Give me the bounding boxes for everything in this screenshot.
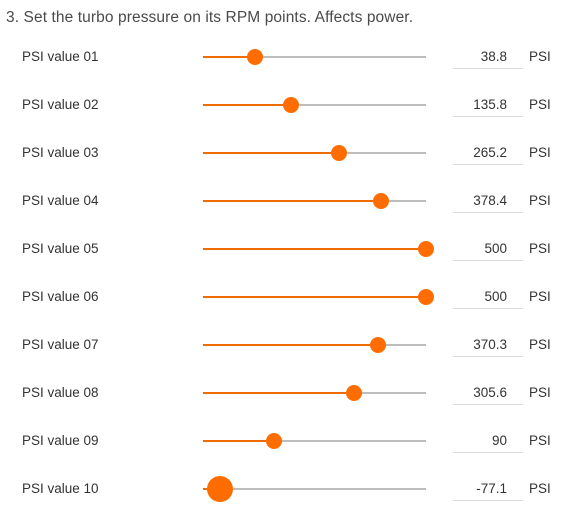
psi-label: PSI value 05 [22, 241, 99, 256]
psi-slider[interactable] [203, 431, 426, 451]
slider-thumb[interactable] [330, 145, 347, 161]
psi-label: PSI value 10 [22, 481, 99, 496]
psi-label: PSI value 09 [22, 433, 99, 448]
psi-value-input[interactable] [453, 189, 523, 213]
slider-fill [203, 392, 354, 394]
psi-row-07: PSI value 07 PSI [0, 321, 575, 369]
psi-slider[interactable] [203, 143, 426, 163]
psi-slider[interactable] [203, 335, 426, 355]
slider-track [203, 56, 426, 58]
slider-track [203, 104, 426, 106]
psi-row-09: PSI value 09 PSI [0, 417, 575, 465]
slider-thumb[interactable] [372, 193, 389, 209]
psi-slider[interactable] [203, 287, 434, 307]
slider-thumb[interactable] [345, 385, 362, 401]
psi-value-input[interactable] [453, 93, 523, 117]
psi-label: PSI value 02 [22, 97, 99, 112]
psi-slider[interactable] [203, 47, 426, 67]
slider-thumb[interactable] [418, 241, 434, 257]
psi-slider[interactable] [203, 383, 426, 403]
psi-value-input[interactable] [453, 285, 523, 309]
psi-label: PSI value 07 [22, 337, 99, 352]
slider-fill [203, 152, 339, 154]
slider-fill [203, 56, 255, 58]
psi-unit-label: PSI [529, 385, 551, 400]
psi-row-02: PSI value 02 PSI [0, 81, 575, 129]
psi-unit-label: PSI [529, 193, 551, 208]
psi-unit-label: PSI [529, 97, 551, 112]
slider-thumb[interactable] [246, 49, 263, 65]
slider-fill [203, 440, 274, 442]
psi-value-input[interactable] [453, 141, 523, 165]
psi-row-04: PSI value 04 PSI [0, 177, 575, 225]
psi-unit-label: PSI [529, 481, 551, 496]
slider-thumb[interactable] [418, 289, 434, 305]
slider-thumb[interactable] [369, 337, 386, 353]
psi-unit-label: PSI [529, 337, 551, 352]
psi-unit-label: PSI [529, 433, 551, 448]
slider-track [203, 488, 426, 490]
psi-value-input[interactable] [453, 477, 523, 501]
slider-thumb[interactable] [282, 97, 299, 113]
psi-label: PSI value 03 [22, 145, 99, 160]
slider-fill [203, 104, 291, 106]
psi-unit-label: PSI [529, 289, 551, 304]
slider-fill [203, 344, 378, 346]
psi-label: PSI value 08 [22, 385, 99, 400]
psi-label: PSI value 01 [22, 49, 99, 64]
psi-unit-label: PSI [529, 145, 551, 160]
slider-fill [203, 296, 426, 298]
psi-row-05: PSI value 05 PSI [0, 225, 575, 273]
psi-value-input[interactable] [453, 429, 523, 453]
slider-track [203, 440, 426, 442]
psi-slider[interactable] [203, 239, 434, 259]
psi-row-06: PSI value 06 PSI [0, 273, 575, 321]
psi-value-input[interactable] [453, 333, 523, 357]
psi-row-10: PSI value 10 PSI [0, 465, 575, 513]
psi-unit-label: PSI [529, 241, 551, 256]
psi-slider[interactable] [203, 476, 426, 502]
slider-thumb[interactable] [206, 476, 233, 502]
section-heading: 3. Set the turbo pressure on its RPM poi… [6, 9, 414, 26]
psi-unit-label: PSI [529, 49, 551, 64]
psi-slider[interactable] [203, 95, 426, 115]
psi-row-03: PSI value 03 PSI [0, 129, 575, 177]
psi-rows: PSI value 01 PSI PSI value 02 PSI PSI va… [0, 33, 575, 513]
slider-fill [203, 200, 381, 202]
slider-fill [203, 248, 426, 250]
slider-thumb[interactable] [265, 433, 282, 449]
psi-value-input[interactable] [453, 237, 523, 261]
psi-label: PSI value 04 [22, 193, 99, 208]
psi-row-08: PSI value 08 PSI [0, 369, 575, 417]
psi-label: PSI value 06 [22, 289, 99, 304]
psi-row-01: PSI value 01 PSI [0, 33, 575, 81]
psi-value-input[interactable] [453, 381, 523, 405]
psi-value-input[interactable] [453, 45, 523, 69]
psi-slider[interactable] [203, 191, 426, 211]
